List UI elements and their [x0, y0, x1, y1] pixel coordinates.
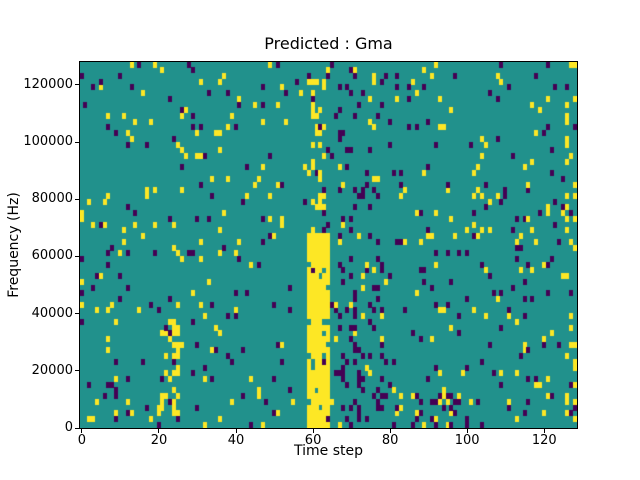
- x-tick-label: 20: [150, 433, 168, 448]
- y-tick-label: 80000: [31, 191, 73, 207]
- x-tick-mark: [312, 429, 314, 433]
- x-tick-label: 120: [531, 433, 557, 448]
- y-tick-mark: [75, 313, 79, 315]
- x-tick-label: 40: [227, 433, 245, 448]
- heatmap-canvas: [79, 61, 578, 429]
- y-tick-label: 60000: [31, 248, 73, 264]
- y-tick-label: 20000: [31, 362, 73, 378]
- x-tick-label: 0: [77, 433, 87, 448]
- x-tick-mark: [389, 429, 391, 433]
- x-tick-mark: [235, 429, 237, 433]
- y-tick-mark: [75, 198, 79, 200]
- x-tick-mark: [81, 429, 83, 433]
- y-tick-label: 0: [64, 420, 73, 435]
- x-tick-mark: [158, 429, 160, 433]
- x-tick-label: 80: [381, 433, 399, 448]
- x-tick-label: 60: [304, 433, 322, 448]
- y-tick-label: 100000: [23, 134, 73, 150]
- x-axis-label: Time step: [294, 443, 363, 459]
- chart-title: Predicted : Gma: [264, 34, 393, 53]
- y-tick-mark: [75, 141, 79, 143]
- y-tick-label: 40000: [31, 305, 73, 321]
- y-tick-mark: [75, 370, 79, 372]
- y-tick-label: 120000: [23, 76, 73, 92]
- y-tick-mark: [75, 427, 79, 429]
- y-tick-mark: [75, 255, 79, 257]
- x-tick-label: 100: [454, 433, 480, 448]
- y-tick-mark: [75, 84, 79, 86]
- y-axis-label: Frequency (Hz): [6, 192, 22, 298]
- x-tick-mark: [466, 429, 468, 433]
- x-tick-mark: [543, 429, 545, 433]
